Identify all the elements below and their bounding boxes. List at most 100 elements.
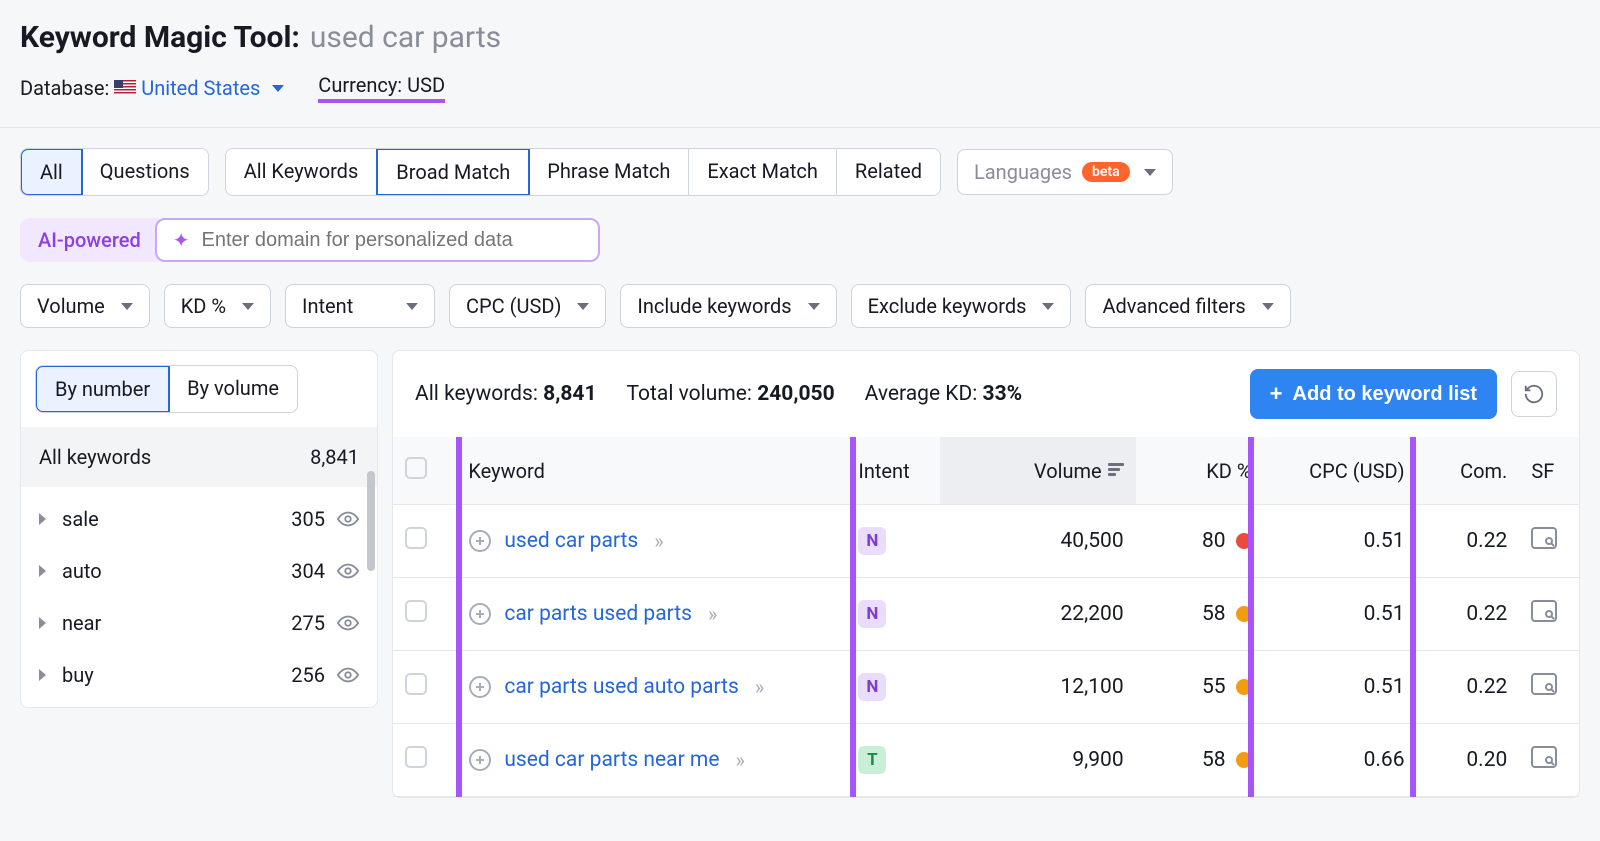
- expand-keyword-icon[interactable]: [468, 602, 492, 626]
- keyword-link[interactable]: car parts used auto parts: [504, 675, 739, 699]
- kd-value: 58: [1202, 602, 1226, 626]
- row-checkbox[interactable]: [405, 673, 427, 695]
- results-panel: All keywords: 8,841 Total volume: 240,05…: [392, 350, 1580, 798]
- scope-questions-tab[interactable]: Questions: [82, 149, 208, 195]
- languages-dropdown[interactable]: Languages beta: [957, 149, 1173, 195]
- scope-all-tab[interactable]: All: [20, 148, 83, 196]
- ai-domain-input-wrap[interactable]: ✦: [155, 218, 600, 262]
- eye-icon[interactable]: [337, 560, 359, 582]
- chevron-down-icon: [1262, 303, 1274, 310]
- filter-advanced[interactable]: Advanced filters: [1085, 284, 1290, 328]
- cpc-cell: 0.51: [1264, 651, 1417, 724]
- filter-volume[interactable]: Volume: [20, 284, 150, 328]
- kd-value: 55: [1202, 675, 1226, 699]
- intent-badge: N: [858, 600, 886, 628]
- table-row: car parts used auto parts»N12,100550.510…: [393, 651, 1579, 724]
- keyword-link[interactable]: used car parts: [504, 529, 638, 553]
- serp-features-icon[interactable]: [1531, 600, 1557, 622]
- match-phrase-tab[interactable]: Phrase Match: [529, 149, 689, 195]
- flag-us-icon: [114, 80, 136, 95]
- col-com[interactable]: Com.: [1417, 437, 1520, 505]
- double-chevron-icon: »: [654, 529, 663, 553]
- add-to-keyword-list-button[interactable]: + Add to keyword list: [1250, 369, 1497, 419]
- volume-cell: 9,900: [940, 724, 1136, 797]
- stat-avg-kd-value: 33%: [983, 382, 1023, 406]
- eye-icon[interactable]: [337, 508, 359, 530]
- row-checkbox[interactable]: [405, 527, 427, 549]
- match-related-tab[interactable]: Related: [837, 149, 940, 195]
- keyword-link[interactable]: used car parts near me: [504, 748, 719, 772]
- chevron-down-icon: [242, 303, 254, 310]
- page-title-query: used car parts: [310, 20, 501, 55]
- stat-total-volume-value: 240,050: [757, 382, 834, 406]
- serp-features-icon[interactable]: [1531, 527, 1557, 549]
- eye-icon[interactable]: [337, 664, 359, 686]
- row-checkbox[interactable]: [405, 746, 427, 768]
- col-cpc[interactable]: CPC (USD): [1264, 437, 1417, 505]
- page-header: Keyword Magic Tool: used car parts Datab…: [0, 0, 1600, 128]
- stat-total-volume-label: Total volume:: [627, 382, 752, 406]
- sidebar-all-keywords-row[interactable]: All keywords 8,841: [21, 427, 377, 487]
- double-chevron-icon: »: [735, 748, 744, 772]
- sidebar-item[interactable]: sale305: [21, 493, 377, 545]
- sort-by-number-tab[interactable]: By number: [35, 365, 170, 413]
- sort-by-volume-tab[interactable]: By volume: [169, 366, 297, 412]
- page-title-prefix: Keyword Magic Tool:: [20, 20, 300, 55]
- chevron-down-icon: [121, 303, 133, 310]
- select-all-checkbox[interactable]: [405, 457, 427, 479]
- toolbar: All Questions All Keywords Broad Match P…: [0, 128, 1600, 328]
- serp-features-icon[interactable]: [1531, 673, 1557, 695]
- currency-selector[interactable]: Currency: USD: [318, 73, 445, 103]
- col-intent[interactable]: Intent: [846, 437, 939, 505]
- ai-row: AI-powered ✦: [20, 218, 1580, 262]
- ai-domain-input[interactable]: [202, 229, 582, 252]
- database-link[interactable]: United States: [141, 76, 284, 100]
- currency-highlight: [318, 99, 445, 103]
- expand-keyword-icon[interactable]: [468, 529, 492, 553]
- filter-kd[interactable]: KD %: [164, 284, 271, 328]
- keyword-link[interactable]: car parts used parts: [504, 602, 692, 626]
- match-broad-tab[interactable]: Broad Match: [376, 148, 530, 196]
- match-all-keywords-tab[interactable]: All Keywords: [226, 149, 378, 195]
- sidebar-list: sale305auto304near275buy256: [21, 487, 377, 707]
- database-selector[interactable]: Database: United States: [20, 76, 284, 100]
- col-kd[interactable]: KD %: [1136, 437, 1264, 505]
- col-keyword[interactable]: Keyword: [456, 437, 846, 505]
- double-chevron-icon: »: [755, 675, 764, 699]
- sidebar-item[interactable]: buy256: [21, 649, 377, 701]
- filter-intent[interactable]: Intent: [285, 284, 435, 328]
- results-table: Keyword Intent Volume KD % CPC (USD) Com…: [393, 437, 1579, 797]
- match-type-group: All Keywords Broad Match Phrase Match Ex…: [225, 148, 941, 196]
- database-label: Database:: [20, 76, 109, 100]
- cpc-cell: 0.51: [1264, 505, 1417, 578]
- serp-features-icon[interactable]: [1531, 746, 1557, 768]
- volume-cell: 22,200: [940, 578, 1136, 651]
- refresh-button[interactable]: [1511, 371, 1557, 417]
- eye-icon[interactable]: [337, 612, 359, 634]
- filters-row: Volume KD % Intent CPC (USD) Include key…: [20, 284, 1580, 328]
- filter-exclude-keywords[interactable]: Exclude keywords: [851, 284, 1072, 328]
- sidebar-item-count: 304: [291, 559, 325, 583]
- com-cell: 0.22: [1417, 505, 1520, 578]
- row-checkbox[interactable]: [405, 600, 427, 622]
- filter-cpc[interactable]: CPC (USD): [449, 284, 606, 328]
- chevron-down-icon: [1144, 169, 1156, 176]
- sidebar-all-keywords-count: 8,841: [310, 445, 359, 469]
- volume-cell: 12,100: [940, 651, 1136, 724]
- sidebar-item[interactable]: near275: [21, 597, 377, 649]
- results-actions: + Add to keyword list: [1250, 369, 1557, 419]
- beta-badge: beta: [1082, 162, 1130, 182]
- expand-keyword-icon[interactable]: [468, 675, 492, 699]
- match-exact-tab[interactable]: Exact Match: [689, 149, 837, 195]
- col-volume[interactable]: Volume: [940, 437, 1136, 505]
- kd-difficulty-dot: [1236, 679, 1252, 695]
- filter-include-keywords[interactable]: Include keywords: [620, 284, 836, 328]
- col-sf[interactable]: SF: [1519, 437, 1579, 505]
- sidebar-item[interactable]: auto304: [21, 545, 377, 597]
- meta-row: Database: United States Currency: USD: [20, 73, 1580, 103]
- com-cell: 0.20: [1417, 724, 1520, 797]
- refresh-icon: [1523, 383, 1545, 405]
- double-chevron-icon: »: [708, 602, 717, 626]
- sidebar-scrollbar[interactable]: [367, 471, 375, 571]
- expand-keyword-icon[interactable]: [468, 748, 492, 772]
